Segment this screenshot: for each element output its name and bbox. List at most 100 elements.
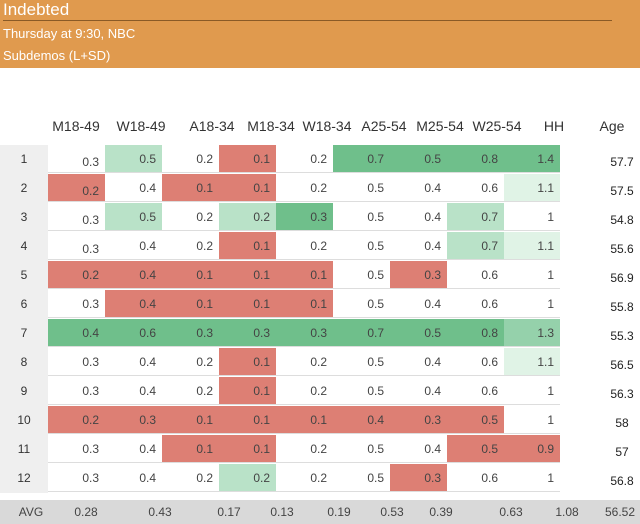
episode-number: 4 bbox=[0, 232, 48, 262]
rating-cell: 0.8 bbox=[447, 319, 504, 347]
rating-cell: 0.7 bbox=[447, 203, 504, 231]
rating-cell: 0.4 bbox=[105, 435, 162, 463]
rating-cell: 0.5 bbox=[447, 406, 504, 434]
rating-cell: 0.5 bbox=[333, 174, 390, 202]
rating-cell: 0.5 bbox=[105, 203, 162, 231]
rating-cell: 0.3 bbox=[48, 377, 105, 405]
average-value: 0.28 bbox=[74, 505, 98, 519]
rating-cell: 0.2 bbox=[276, 232, 333, 260]
rating-cell: 0.5 bbox=[333, 435, 390, 463]
rating-cell: 0.2 bbox=[276, 348, 333, 376]
rating-cell: 0.1 bbox=[276, 261, 333, 289]
rating-cell: 0.5 bbox=[447, 435, 504, 463]
title-divider bbox=[3, 20, 612, 21]
rating-cell: 0.2 bbox=[276, 464, 333, 492]
rating-cell: 0.1 bbox=[219, 145, 276, 173]
column-header[interactable]: M18-34 bbox=[247, 118, 295, 134]
rating-cell: 1.1 bbox=[504, 348, 560, 376]
median-age: 54.8 bbox=[610, 213, 634, 227]
rating-cell: 0.1 bbox=[162, 261, 219, 289]
rating-cell: 0.5 bbox=[333, 348, 390, 376]
average-value: 1.08 bbox=[555, 505, 579, 519]
rating-cell: 0.3 bbox=[48, 232, 105, 260]
rating-cell: 0.2 bbox=[276, 145, 333, 173]
rating-cell: 0.5 bbox=[333, 377, 390, 405]
median-age: 55.3 bbox=[610, 329, 634, 343]
median-age: 58 bbox=[615, 416, 629, 430]
rating-cell: 0.4 bbox=[105, 232, 162, 260]
rating-cell: 0.3 bbox=[162, 319, 219, 347]
airing-time: Thursday at 9:30, NBC bbox=[3, 26, 136, 41]
rating-cell: 0.1 bbox=[219, 435, 276, 463]
rating-cell: 0.2 bbox=[219, 203, 276, 231]
rating-cell: 0.1 bbox=[219, 261, 276, 289]
rating-cell: 0.4 bbox=[105, 261, 162, 289]
ratings-mode: Subdemos (L+SD) bbox=[3, 48, 111, 63]
rating-cell: 0.4 bbox=[390, 203, 447, 231]
rating-cell: 0.1 bbox=[162, 174, 219, 202]
rating-cell: 0.1 bbox=[219, 348, 276, 376]
average-value: 0.39 bbox=[429, 505, 453, 519]
rating-cell: 0.5 bbox=[333, 464, 390, 492]
median-age: 56.5 bbox=[610, 358, 634, 372]
rating-cell: 0.6 bbox=[447, 348, 504, 376]
rating-cell: 0.3 bbox=[276, 319, 333, 347]
rating-cell: 0.5 bbox=[333, 261, 390, 289]
rating-cell: 0.4 bbox=[105, 348, 162, 376]
rating-cell: 0.4 bbox=[105, 377, 162, 405]
rating-cell: 0.5 bbox=[333, 290, 390, 318]
column-header[interactable]: Age bbox=[599, 118, 625, 134]
episode-number: 12 bbox=[0, 464, 48, 494]
episode-number: 3 bbox=[0, 203, 48, 233]
rating-cell: 0.3 bbox=[390, 406, 447, 434]
rating-cell: 0.4 bbox=[390, 348, 447, 376]
column-header[interactable]: W25-54 bbox=[472, 118, 522, 134]
median-age: 56.8 bbox=[610, 474, 634, 488]
column-header[interactable]: W18-34 bbox=[302, 118, 352, 134]
average-value: 0.17 bbox=[217, 505, 241, 519]
rating-cell: 0.9 bbox=[504, 435, 560, 463]
rating-cell: 0.1 bbox=[219, 232, 276, 260]
rating-cell: 0.2 bbox=[162, 203, 219, 231]
average-label: AVG bbox=[18, 505, 44, 519]
episode-number: 10 bbox=[0, 406, 48, 436]
episode-number: 8 bbox=[0, 348, 48, 378]
rating-cell: 0.3 bbox=[48, 435, 105, 463]
rating-cell: 0.1 bbox=[276, 406, 333, 434]
column-header[interactable]: A18-34 bbox=[189, 118, 235, 134]
episode-number: 2 bbox=[0, 174, 48, 204]
column-header[interactable]: HH bbox=[543, 118, 565, 134]
column-header[interactable]: M25-54 bbox=[416, 118, 464, 134]
rating-cell: 0.3 bbox=[48, 348, 105, 376]
column-header[interactable]: W18-49 bbox=[116, 118, 166, 134]
rating-cell: 0.4 bbox=[390, 290, 447, 318]
rating-cell: 0.6 bbox=[447, 174, 504, 202]
median-age: 57.5 bbox=[610, 184, 634, 198]
rating-cell: 1.3 bbox=[504, 319, 560, 347]
rating-cell: 0.3 bbox=[105, 406, 162, 434]
rating-cell: 0.6 bbox=[105, 319, 162, 347]
average-row bbox=[0, 500, 640, 524]
rating-cell: 0.4 bbox=[105, 290, 162, 318]
rating-cell: 0.3 bbox=[48, 203, 105, 231]
rating-cell: 0.4 bbox=[105, 464, 162, 492]
average-value: 0.53 bbox=[380, 505, 404, 519]
rating-cell: 0.5 bbox=[333, 203, 390, 231]
rating-cell: 0.4 bbox=[48, 319, 105, 347]
median-age: 57 bbox=[615, 445, 629, 459]
rating-cell: 0.2 bbox=[219, 464, 276, 492]
rating-cell: 0.6 bbox=[447, 464, 504, 492]
rating-cell: 0.8 bbox=[447, 145, 504, 173]
rating-cell: 0.1 bbox=[162, 435, 219, 463]
rating-cell: 0.2 bbox=[162, 145, 219, 173]
rating-cell: 0.1 bbox=[219, 377, 276, 405]
column-header[interactable]: A25-54 bbox=[361, 118, 407, 134]
column-header[interactable]: M18-49 bbox=[52, 118, 100, 134]
episode-number: 1 bbox=[0, 145, 48, 175]
rating-cell: 0.7 bbox=[447, 232, 504, 260]
rating-cell: 0.2 bbox=[276, 174, 333, 202]
show-title: Indebted bbox=[3, 0, 70, 19]
rating-cell: 0.4 bbox=[390, 174, 447, 202]
rating-cell: 0.6 bbox=[447, 261, 504, 289]
rating-cell: 0.5 bbox=[105, 145, 162, 173]
